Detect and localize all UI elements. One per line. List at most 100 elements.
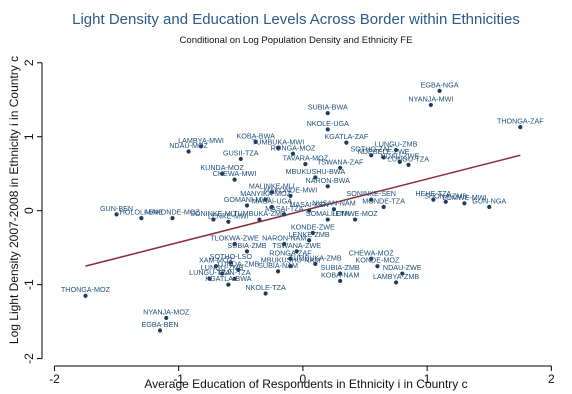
point-label: GUN-BEN [100, 204, 133, 213]
data-point [220, 271, 225, 276]
data-point [244, 249, 250, 254]
data-point [257, 217, 262, 222]
point-label: NARON-NAM [262, 233, 306, 242]
point-label: SUBIA-ZMB [227, 241, 266, 250]
x-tick-label: -2 [49, 372, 60, 386]
data-point [431, 197, 436, 202]
data-point [211, 217, 216, 222]
y-tick-label: 2 [22, 59, 36, 66]
point-label: NYANJA-MWI [408, 94, 453, 103]
point-label: KUNDA-MOZ [200, 163, 244, 172]
data-point [369, 153, 374, 158]
data-point [198, 144, 204, 149]
point-label: SOMALI-ETH [306, 209, 350, 218]
data-point [139, 215, 144, 221]
point-label: RONGA-MOZ [271, 143, 316, 152]
point-label: SOTHO-LSO [210, 252, 253, 261]
point-label: MALINKE-MLI [249, 182, 295, 191]
point-label: SHONA-ZMB [424, 191, 467, 200]
point-label: CHEWA-MWI [213, 169, 257, 178]
data-point [397, 159, 402, 164]
data-point [186, 149, 191, 154]
data-point [157, 328, 163, 333]
data-point [263, 291, 268, 296]
data-point [325, 184, 330, 189]
point-label: THONGA-MOZ [61, 285, 111, 294]
point-label: KGATLA-BWA [205, 274, 252, 283]
point-label: NKOLE-TZA [245, 283, 286, 292]
point-label: SUBIA-ZMB [321, 263, 360, 272]
data-point [226, 219, 231, 224]
data-point [244, 203, 250, 208]
data-point [369, 256, 374, 261]
point-label: KGATLA-ZAF [324, 132, 368, 141]
data-point [369, 197, 374, 202]
point-label: MONDE-TZA [362, 197, 405, 206]
data-point [400, 271, 405, 276]
chart-title: Light Density and Education Levels Acros… [72, 11, 520, 28]
point-label: NARON-BWA [306, 176, 351, 185]
point-label: LUNGU-ZMB [201, 263, 244, 272]
point-label: LUNDA-ZMB [217, 259, 259, 268]
data-point [83, 293, 88, 298]
x-tick-label: -1 [173, 372, 184, 386]
point-label: LUNGU-TZA [189, 268, 230, 277]
point-label: LOMWE-MWI [442, 193, 486, 202]
data-point [232, 241, 237, 247]
fit-line-group [85, 154, 521, 267]
data-point [228, 260, 233, 265]
point-label: NDAU-ZWE [383, 263, 422, 272]
point-label: LENKE-MWI [208, 211, 249, 220]
data-point [344, 140, 349, 145]
data-point [269, 190, 274, 195]
chart-subtitle: Conditional on Log Population Density an… [180, 35, 413, 46]
data-point [428, 102, 433, 108]
point-label: GUN-NGA [472, 197, 506, 206]
y-tick-label: -2 [22, 353, 36, 364]
x-axis-label: Average Education of Respondents in Ethn… [144, 377, 467, 391]
point-label: MAKONDE-MWI [264, 185, 318, 194]
point-label: TUMBUKA-MWI [252, 137, 304, 146]
point-label: GUN-TZA [219, 268, 251, 277]
data-point [338, 278, 343, 284]
point-label: NDAU-MOZ [169, 141, 208, 150]
point-label: NDEBELE-ZWE [358, 147, 410, 156]
point-label: NUSAN-NAM [312, 199, 356, 208]
point-label: RONGA-ZAF [269, 248, 312, 257]
data-point [232, 177, 237, 182]
data-point [338, 271, 343, 276]
y-tick-label: 1 [22, 133, 36, 140]
data-point [164, 315, 169, 321]
data-point [253, 139, 258, 145]
points-group: EGBA-NGA NYANJA-MWI THONGA-ZAF SUBIA-BWA NKO… [61, 80, 544, 333]
data-point [238, 156, 243, 162]
axes: -2 -1 0 1 2 -2 -1 0 1 2 [22, 59, 555, 386]
data-point [288, 264, 293, 269]
x-tick-label: 0 [300, 372, 307, 386]
data-point [236, 267, 241, 272]
point-label: TUMBUKA-ZMB [289, 253, 342, 262]
point-label: CHEWA-MOZ [349, 248, 394, 257]
point-label: TSWANA-ZAF [317, 157, 364, 166]
data-point [114, 212, 119, 217]
data-point [313, 261, 318, 267]
point-label: XAM-MOZ [199, 256, 234, 265]
point-label: MASAI-KEN [289, 200, 329, 209]
data-point [307, 238, 312, 243]
point-label: TLOKWA-ZWE [210, 233, 259, 242]
point-label: LAMBYA-ZMB [373, 272, 419, 281]
point-label: MASAI-UGA [252, 197, 293, 206]
data-point [282, 212, 287, 217]
data-point [437, 88, 442, 93]
point-label: SOTHO-ZAF [350, 145, 392, 154]
data-point [269, 204, 274, 210]
data-point [294, 249, 299, 254]
data-point [207, 276, 212, 281]
point-label: MANYIKA-MOZ [240, 189, 291, 198]
data-point [170, 215, 175, 221]
point-label: LENKE-ZMB [289, 230, 330, 239]
y-axis-label: Log Light Density 2007-2008 in Ethnicity… [7, 56, 21, 344]
point-label: EGBA-NGA [421, 80, 459, 89]
x-tick-label: 2 [548, 372, 555, 386]
